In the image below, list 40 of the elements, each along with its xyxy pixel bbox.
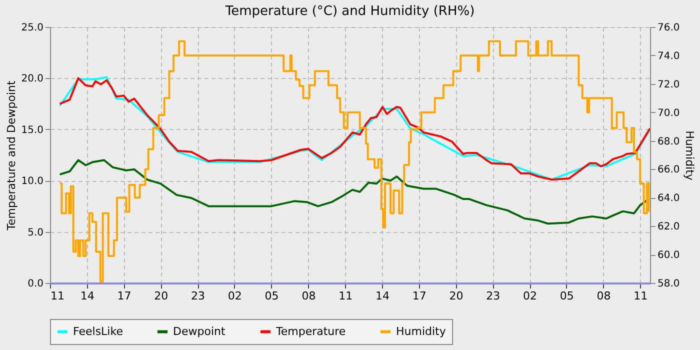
y-tick-label: 20.0: [21, 74, 44, 85]
y-tick-label: 25.0: [21, 22, 44, 34]
x-tick-label: 08: [302, 290, 316, 302]
y2-tick-label: 58.0: [658, 278, 680, 290]
y-tick-label: 15.0: [21, 124, 44, 136]
x-tick-label: 02: [523, 290, 538, 302]
y2-tick-label: 70.0: [658, 108, 680, 119]
x-tick-label: 20: [449, 290, 464, 302]
legend-label: Dewpoint: [173, 324, 226, 338]
x-tick-label: 20: [154, 290, 168, 302]
x-tick-label: 17: [117, 290, 132, 302]
y-tick-label: 0.0: [28, 278, 44, 290]
y2-tick-label: 66.0: [658, 164, 680, 176]
y2-tick-label: 68.0: [658, 136, 680, 148]
x-tick-label: 23: [191, 290, 206, 302]
x-tick-label: 14: [80, 290, 94, 302]
y2-tick-label: 62.0: [658, 222, 680, 233]
x-tick-label: 02: [228, 290, 242, 302]
x-tick-label: 11: [50, 290, 64, 302]
x-tick-label: 05: [560, 290, 574, 302]
x-tick-label: 17: [412, 290, 426, 302]
y-tick-label: 5.0: [28, 227, 44, 238]
legend-label: Humidity: [396, 324, 446, 338]
y2-axis-title: Humidity: [682, 130, 696, 181]
x-tick-label: 23: [486, 290, 500, 302]
x-tick-label: 14: [375, 290, 390, 302]
x-tick-label: 08: [596, 290, 611, 302]
x-tick-label: 11: [338, 290, 353, 302]
y2-tick-label: 64.0: [658, 193, 680, 204]
y2-tick-label: 60.0: [658, 250, 680, 262]
y-axis-title: Temperature and Dewpoint: [5, 80, 18, 232]
y2-tick-label: 72.0: [658, 79, 680, 90]
x-tick-label: 11: [634, 290, 648, 302]
y2-tick-label: 74.0: [658, 50, 680, 62]
chart-title: Temperature (°C) and Humidity (RH%): [224, 4, 475, 19]
y2-tick-label: 76.0: [658, 22, 680, 34]
legend-label: FeelsLike: [73, 324, 124, 338]
x-tick-label: 05: [264, 290, 279, 302]
legend-label: Temperature: [275, 324, 346, 338]
y-tick-label: 10.0: [21, 176, 44, 188]
